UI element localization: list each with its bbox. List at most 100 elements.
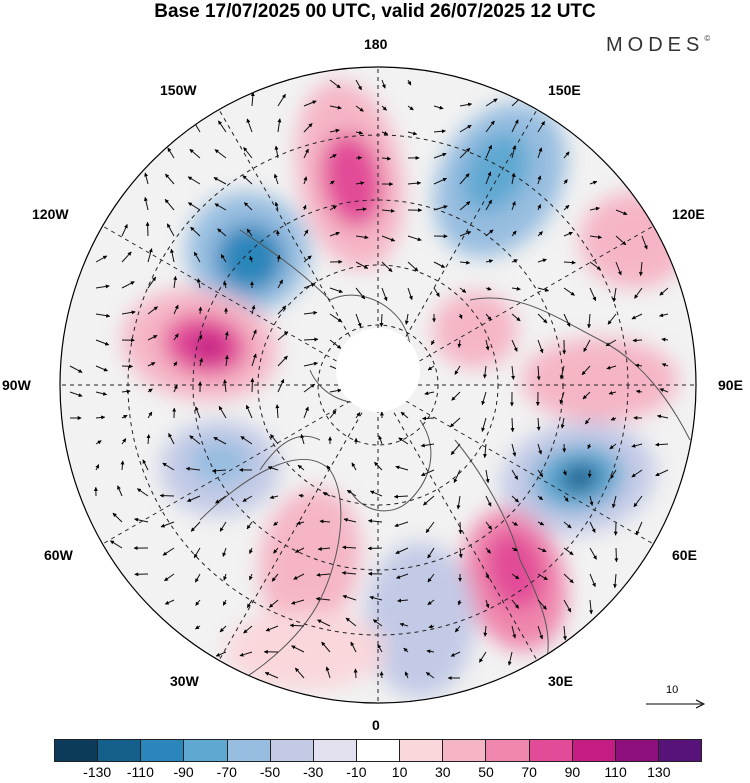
wind-vector (483, 443, 488, 459)
wind-vector (398, 437, 409, 445)
wind-vector (381, 261, 393, 273)
wind-vector (407, 105, 414, 111)
wind-vector (631, 313, 643, 320)
reference-vector-label: 10 (666, 684, 679, 696)
wind-vector (485, 469, 490, 484)
wind-vector (251, 329, 257, 341)
wind-vector (168, 433, 175, 445)
wind-vector (355, 412, 361, 419)
lon-label-150w: 150W (160, 82, 197, 98)
wind-vector (454, 625, 461, 633)
wind-vector (350, 641, 357, 653)
wind-vector (303, 406, 309, 419)
wind-vector (615, 235, 627, 246)
wind-vector (343, 518, 357, 523)
wind-vector (317, 619, 331, 627)
wind-vector (537, 443, 543, 455)
colorbar (54, 739, 702, 762)
wind-vector (319, 519, 331, 524)
wind-vector (142, 459, 149, 471)
wind-vector (326, 465, 331, 471)
wind-vector (425, 521, 435, 534)
wind-vector (456, 495, 461, 510)
wind-vector (134, 517, 149, 523)
wind-vector (632, 338, 643, 343)
wind-vector (655, 469, 669, 477)
wind-vector (635, 521, 643, 536)
wind-vector (95, 365, 108, 372)
wind-vector (187, 202, 201, 211)
wind-vector (485, 547, 491, 554)
meridian (218, 109, 379, 386)
wind-vector (277, 305, 287, 315)
wind-vector (609, 443, 617, 450)
wind-vector (329, 410, 337, 419)
wind-vector (273, 173, 279, 185)
wind-vector (407, 131, 418, 136)
wind-vector (303, 310, 318, 315)
wind-vector (606, 365, 617, 370)
wind-vector (341, 570, 357, 575)
wind-vector (147, 388, 153, 393)
wind-vector (536, 365, 541, 381)
wind-vector (563, 151, 570, 159)
wind-vector (589, 180, 598, 185)
wind-vector (293, 573, 305, 580)
wind-vector (346, 489, 357, 497)
wind-vector (222, 599, 227, 606)
colorbar-tick-label: 70 (521, 764, 537, 780)
wind-vector (136, 488, 149, 497)
wind-vector (537, 147, 543, 159)
wind-vector (186, 495, 201, 502)
wind-vector (450, 651, 461, 657)
wind-vector (427, 599, 435, 606)
wind-vector (211, 468, 227, 473)
wind-vector (215, 651, 227, 657)
wind-vector (95, 339, 110, 346)
wind-vector (612, 287, 617, 303)
wind-vector (325, 666, 331, 679)
wind-vector (381, 208, 395, 213)
latitude-circle (127, 134, 629, 636)
wind-vector (162, 547, 175, 556)
colorbar-tick-label: -130 (83, 764, 112, 780)
wind-vector (563, 573, 574, 584)
wind-vector (563, 521, 572, 529)
wind-vector (485, 339, 490, 351)
wind-vector (303, 229, 309, 237)
wind-vector (277, 279, 284, 289)
wind-vector (659, 313, 669, 318)
wind-vector (329, 339, 342, 349)
wind-vector (298, 493, 305, 498)
wind-vector (537, 258, 547, 263)
wind-vector (589, 287, 597, 302)
lon-label-0: 0 (372, 717, 380, 733)
lon-label-60e: 60E (672, 547, 697, 563)
wind-vector (355, 261, 369, 269)
anomaly-blob (365, 542, 475, 698)
wind-vector (270, 434, 279, 445)
wind-vector (661, 337, 669, 342)
anomaly-blob (259, 488, 361, 632)
wind-vector (190, 521, 201, 532)
wind-vector (379, 671, 384, 679)
wind-vector (249, 547, 253, 554)
wind-vector (485, 171, 492, 185)
colorbar-swatch (184, 740, 228, 761)
wind-vector (459, 147, 471, 159)
wind-vector (634, 363, 643, 368)
wind-vector (329, 388, 342, 393)
wind-vector (407, 181, 422, 186)
wind-vector (276, 254, 281, 263)
latitude-circle (317, 324, 439, 446)
wind-vector (170, 248, 175, 263)
wind-vector (582, 391, 591, 400)
wind-vector (635, 389, 643, 394)
colorbar-swatch (141, 740, 185, 761)
wind-vector (589, 547, 597, 560)
wind-vector (317, 546, 331, 551)
wind-vector (246, 118, 253, 133)
wind-vector (424, 391, 435, 396)
colorbar-swatch (270, 740, 314, 761)
wind-vector (355, 235, 369, 240)
